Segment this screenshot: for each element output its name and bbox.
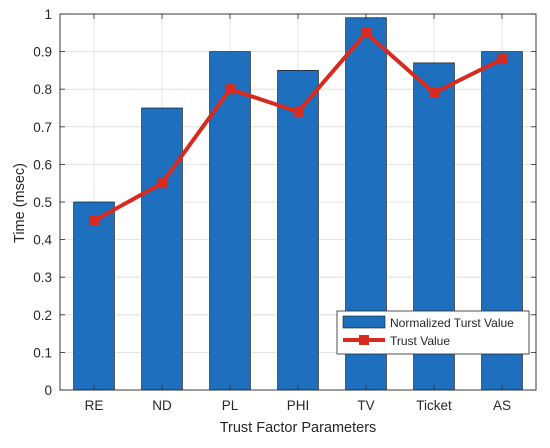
axes-box [59,13,537,391]
x-tick-label: Ticket [416,398,452,413]
y-tick-label: 0.8 [33,82,52,97]
legend-bar-swatch [342,315,386,329]
y-tick-label: 0.9 [33,45,52,60]
legend-label-line: Trust Value [390,334,450,348]
bar-re [73,201,115,391]
y-tick-label: 0.1 [33,345,52,360]
trust-value-marker-pl [225,84,235,95]
bar-nd [141,107,183,391]
y-tick-label: 0.7 [33,120,52,135]
x-tick-label: PHI [287,398,310,413]
x-tick-label: RE [85,398,104,413]
legend-marker-swatch [359,335,369,345]
trust-value-marker-as [497,54,507,65]
x-axis-label: Trust Factor Parameters [220,420,377,436]
trust-value-marker-re [89,215,99,226]
y-tick-label: 1 [44,7,52,22]
trust-value-marker-nd [157,178,167,189]
x-tick-label: AS [493,398,511,413]
bar-phi [277,70,319,391]
trust-value-marker-ticket [429,87,439,98]
y-tick-label: 0.2 [33,308,52,323]
legend-label-bar: Normalized Turst Value [390,316,514,330]
axes [59,13,537,391]
y-tick-label: 0.4 [33,233,52,248]
line-series [89,27,507,226]
y-tick-label: 0.3 [33,270,52,285]
y-axis-label: Time (msec) [12,163,28,243]
tick-labels: 0 0.1 0.2 0.3 0.4 0.5 0.6 0.7 0.8 0.9 1 RE ND PL PHI TV… [33,7,511,413]
bar-pl [209,51,251,391]
trust-value-marker-tv [361,27,371,38]
legend: Normalized Turst Value Trust Value [336,310,530,355]
trust-value-marker-phi [293,106,303,117]
y-tick-label: 0 [44,383,52,398]
y-tick-label: 0.6 [33,157,52,172]
y-tick-label: 0.5 [33,195,52,210]
x-tick-label: PL [222,398,239,413]
x-tick-label: TV [357,398,374,413]
x-tick-label: ND [152,398,172,413]
